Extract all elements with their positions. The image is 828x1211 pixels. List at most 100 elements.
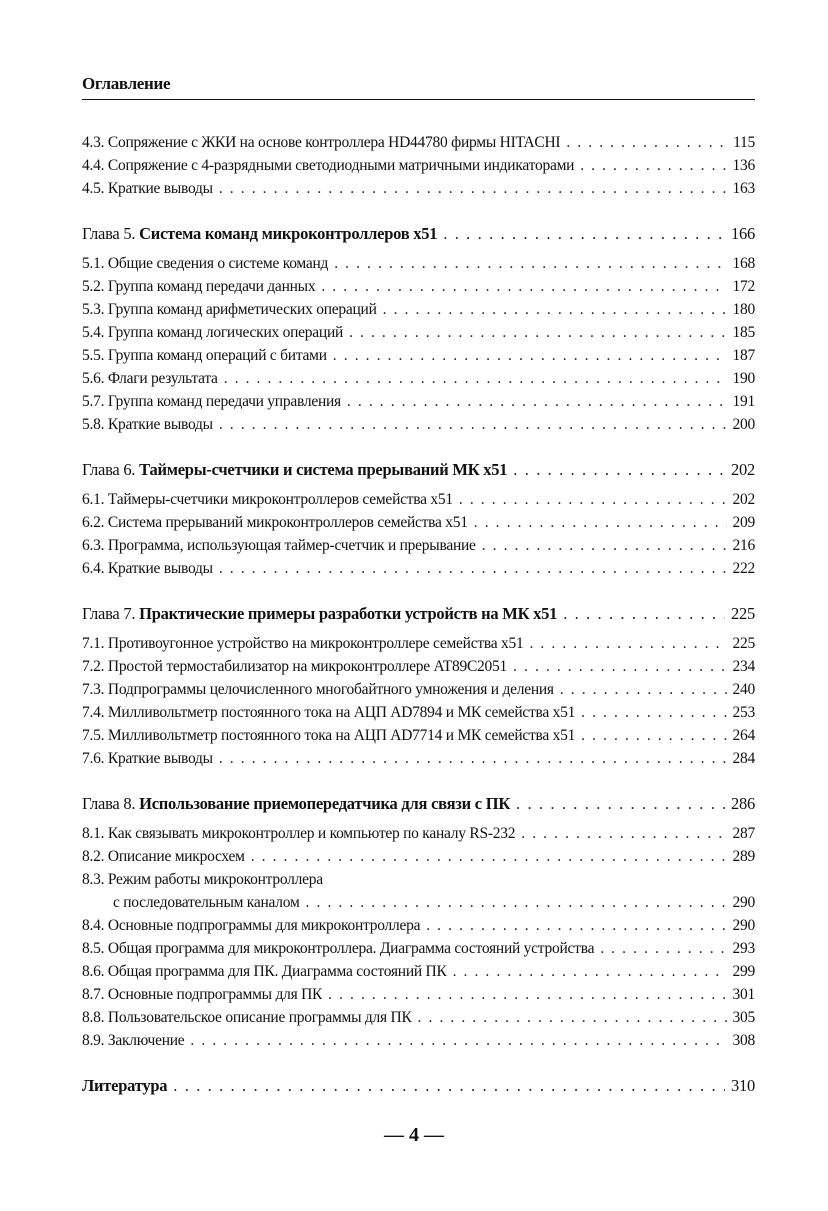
toc-entry[interactable]: 4.4. Сопряжение с 4-разрядными светодиод… bbox=[82, 154, 755, 177]
entry-page-number: 234 bbox=[732, 658, 756, 675]
dot-leader: . . . . . . . . . . . . . . . . . . . . … bbox=[417, 1009, 727, 1026]
toc-entry[interactable]: 8.1. Как связывать микроконтроллер и ком… bbox=[82, 822, 755, 845]
entry-page-number: 301 bbox=[732, 986, 756, 1003]
dot-leader: . . . . . . . . . . . . . . . . . . . . … bbox=[305, 894, 727, 911]
toc-entry[interactable]: 7.5. Милливольтметр постоянного тока на … bbox=[82, 724, 755, 747]
entry-title: 6.3. Программа, использующая таймер-счет… bbox=[82, 537, 476, 554]
dot-leader: . . . . . . . . . . . . . . . . . . . . … bbox=[473, 514, 727, 531]
toc-entry[interactable]: 7.4. Милливольтметр постоянного тока на … bbox=[82, 701, 755, 724]
dot-leader: . . . . . . . . . . . . . . . . . . . . … bbox=[328, 986, 726, 1003]
toc-entry[interactable]: 5.7. Группа команд передачи управления . … bbox=[82, 390, 755, 413]
toc-entry[interactable]: 8.8. Пользовательское описание программы… bbox=[82, 1006, 755, 1029]
entry-title: 5.4. Группа команд логических операций bbox=[82, 324, 344, 341]
dot-leader: . . . . . . . . . . . . . . . . . . . . … bbox=[443, 224, 725, 243]
entry-page-number: 287 bbox=[732, 825, 756, 842]
toc-entry[interactable]: 4.5. Краткие выводы . . . . . . . . . . .… bbox=[82, 177, 755, 200]
toc-chapter-entry[interactable]: Глава 7. Практические примеры разработки… bbox=[82, 602, 755, 625]
entry-page-number: 115 bbox=[733, 134, 755, 151]
page-number: — 4 — bbox=[384, 1124, 444, 1146]
dot-leader: . . . . . . . . . . . . . . . . . . . . … bbox=[580, 157, 726, 174]
entry-title: 8.4. Основные подпрограммы для микроконт… bbox=[82, 917, 421, 934]
toc-entry[interactable]: 6.2. Система прерываний микроконтроллеро… bbox=[82, 511, 755, 534]
entry-page-number: 191 bbox=[732, 393, 756, 410]
chapter-name: Система команд микроконтроллеров x51 bbox=[139, 224, 438, 243]
entry-title: 8.6. Общая программа для ПК. Диаграмма с… bbox=[82, 963, 447, 980]
entry-page-number: 168 bbox=[732, 255, 756, 272]
toc-entry[interactable]: 5.6. Флаги результата . . . . . . . . . .… bbox=[82, 367, 755, 390]
toc-literature-entry[interactable]: Литература . . . . . . . . . . . . . . . … bbox=[82, 1074, 755, 1097]
toc-entry[interactable]: 5.2. Группа команд передачи данных . . . … bbox=[82, 275, 755, 298]
dot-leader: . . . . . . . . . . . . . . . . . . . . … bbox=[513, 460, 725, 479]
entry-page-number: 180 bbox=[732, 301, 756, 318]
toc-entry[interactable]: 7.1. Противоугонное устройство на микрок… bbox=[82, 632, 755, 655]
toc-entry[interactable]: 8.5. Общая программа для микроконтроллер… bbox=[82, 937, 755, 960]
dot-leader: . . . . . . . . . . . . . . . . . . . . … bbox=[513, 658, 727, 675]
toc-entry-continuation[interactable]: с последовательным каналом . . . . . . . … bbox=[82, 891, 755, 914]
chapter-prefix: Глава 7. bbox=[82, 604, 140, 623]
chapter-title: Глава 5. Система команд микроконтроллеро… bbox=[82, 222, 443, 245]
toc-entry[interactable]: 4.3. Сопряжение с ЖКИ на основе контролл… bbox=[82, 131, 755, 154]
toc-entry[interactable]: 8.7. Основные подпрограммы для ПК . . . .… bbox=[82, 983, 755, 1006]
toc-chapter-entry[interactable]: Глава 6. Таймеры-счетчики и система прер… bbox=[82, 458, 755, 481]
entry-page-number: 225 bbox=[732, 635, 756, 652]
dot-leader: . . . . . . . . . . . . . . . . . . . . … bbox=[521, 825, 726, 842]
entry-title: 5.5. Группа команд операций с битами bbox=[82, 347, 327, 364]
toc-entry[interactable]: 5.5. Группа команд операций с битами . . … bbox=[82, 344, 755, 367]
toc-chapter-entry[interactable]: Глава 8. Использование приемопередатчика… bbox=[82, 792, 755, 815]
dot-leader: . . . . . . . . . . . . . . . . . . . . … bbox=[218, 560, 727, 577]
entry-title: 6.4. Краткие выводы bbox=[82, 560, 213, 577]
dot-leader: . . . . . . . . . . . . . . . . . . . . … bbox=[516, 794, 725, 813]
entry-title: 4.5. Краткие выводы bbox=[82, 180, 213, 197]
toc-entry[interactable]: 8.6. Общая программа для ПК. Диаграмма с… bbox=[82, 960, 755, 983]
toc-entry[interactable]: 8.2. Описание микросхем . . . . . . . . .… bbox=[82, 845, 755, 868]
chapter-name: Практические примеры разработки устройст… bbox=[139, 604, 558, 623]
entry-page-number: 290 bbox=[732, 917, 756, 934]
toc-entry[interactable]: 5.3. Группа команд арифметических операц… bbox=[82, 298, 755, 321]
entry-title: 5.1. Общие сведения о системе команд bbox=[82, 255, 329, 272]
literature-title: Литература bbox=[82, 1076, 168, 1095]
entry-page-number: 200 bbox=[732, 416, 756, 433]
entry-page-number: 264 bbox=[732, 727, 756, 744]
entry-page-number: 185 bbox=[732, 324, 756, 341]
toc-entry[interactable]: 6.1. Таймеры-счетчики микроконтроллеров … bbox=[82, 488, 755, 511]
toc-entry[interactable]: 6.3. Программа, использующая таймер-счет… bbox=[82, 534, 755, 557]
toc-entry[interactable]: 5.1. Общие сведения о системе команд . . … bbox=[82, 252, 755, 275]
toc-entry[interactable]: 7.2. Простой термостабилизатор на микрок… bbox=[82, 655, 755, 678]
dot-leader: . . . . . . . . . . . . . . . . . . . . … bbox=[218, 416, 727, 433]
dot-leader: . . . . . . . . . . . . . . . . . . . . … bbox=[382, 301, 727, 318]
dot-leader: . . . . . . . . . . . . . . . . . . . . … bbox=[218, 750, 727, 767]
toc-entry[interactable]: 7.3. Подпрограммы целочисленного многоба… bbox=[82, 678, 755, 701]
dot-leader: . . . . . . . . . . . . . . . . . . . . … bbox=[458, 491, 727, 508]
toc-entry[interactable]: 8.3. Режим работы микроконтроллера. . . … bbox=[82, 868, 755, 891]
entry-page-number: 172 bbox=[732, 278, 756, 295]
entry-page-number: 308 bbox=[732, 1032, 756, 1049]
entry-page-number: 289 bbox=[732, 848, 756, 865]
dot-leader: . . . . . . . . . . . . . . . . . . . . … bbox=[346, 393, 727, 410]
toc-entry[interactable]: 5.8. Краткие выводы . . . . . . . . . . .… bbox=[82, 413, 755, 436]
toc-entry[interactable]: 8.4. Основные подпрограммы для микроконт… bbox=[82, 914, 755, 937]
toc-entry[interactable]: 6.4. Краткие выводы . . . . . . . . . . .… bbox=[82, 557, 755, 580]
entry-title: 6.2. Система прерываний микроконтроллеро… bbox=[82, 514, 468, 531]
entry-page-number: 253 bbox=[732, 704, 756, 721]
dot-leader: . . . . . . . . . . . . . . . . . . . . … bbox=[563, 604, 725, 623]
toc-entry[interactable]: 5.4. Группа команд логических операций . … bbox=[82, 321, 755, 344]
entry-page-number: 293 bbox=[732, 940, 756, 957]
entry-title: 5.6. Флаги результата bbox=[82, 370, 218, 387]
dot-leader: . . . . . . . . . . . . . . . . . . . . … bbox=[559, 681, 727, 698]
entry-page-number: 209 bbox=[732, 514, 756, 531]
entry-title: 8.7. Основные подпрограммы для ПК bbox=[82, 986, 323, 1003]
toc-entry[interactable]: 7.6. Краткие выводы . . . . . . . . . . .… bbox=[82, 747, 755, 770]
entry-page-number: 284 bbox=[732, 750, 756, 767]
entry-title: 5.3. Группа команд арифметических операц… bbox=[82, 301, 377, 318]
toc-entry[interactable]: 8.9. Заключение . . . . . . . . . . . . .… bbox=[82, 1029, 755, 1052]
entry-title: 5.7. Группа команд передачи управления bbox=[82, 393, 341, 410]
toc-chapter-entry[interactable]: Глава 5. Система команд микроконтроллеро… bbox=[82, 222, 755, 245]
entry-title: 8.5. Общая программа для микроконтроллер… bbox=[82, 940, 595, 957]
table-of-contents: 4.3. Сопряжение с ЖКИ на основе контролл… bbox=[82, 131, 755, 1097]
entry-page-number: 222 bbox=[732, 560, 756, 577]
entry-title: 6.1. Таймеры-счетчики микроконтроллеров … bbox=[82, 491, 453, 508]
chapter-title: Глава 7. Практические примеры разработки… bbox=[82, 602, 563, 625]
chapter-page-number: 286 bbox=[731, 794, 755, 813]
entry-page-number: 163 bbox=[732, 180, 756, 197]
chapter-prefix: Глава 6. bbox=[82, 460, 140, 479]
